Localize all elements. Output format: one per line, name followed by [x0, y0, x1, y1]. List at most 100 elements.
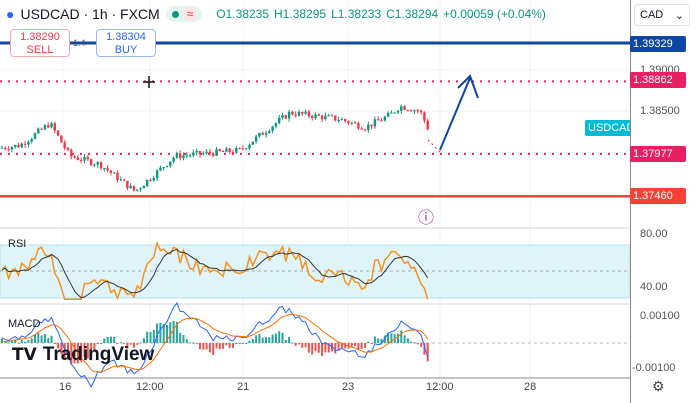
candle: [99, 162, 103, 169]
candle: [116, 172, 119, 181]
candle: [400, 106, 403, 111]
chevron-down-icon: ⌄: [674, 10, 684, 22]
macd-histogram-bar: [202, 343, 205, 350]
candle: [330, 115, 334, 117]
candle: [83, 156, 86, 161]
macd-histogram-bar: [86, 343, 89, 359]
candle: [40, 128, 43, 130]
macd-histogram-bar: [1, 338, 3, 343]
candle: [159, 167, 162, 171]
macd-histogram-bar: [321, 343, 324, 357]
candle: [320, 115, 324, 120]
market-status[interactable]: ≈: [165, 6, 203, 22]
macd-histogram-bar: [380, 338, 383, 343]
candle: [241, 148, 245, 150]
macd-histogram-bar: [364, 343, 366, 348]
macd-histogram-bar: [278, 331, 281, 343]
macd-histogram-bar: [406, 338, 409, 343]
candle: [231, 151, 235, 153]
candle: [357, 123, 360, 129]
candle: [360, 128, 363, 130]
candle: [109, 170, 113, 173]
macd-histogram-bar: [205, 343, 208, 350]
candle: [235, 148, 238, 153]
macd-histogram-bar: [182, 335, 185, 343]
spread: 1.4: [73, 38, 86, 48]
macd-histogram-bar: [195, 343, 198, 344]
candle: [132, 185, 136, 191]
macd-histogram-bar: [410, 341, 413, 343]
macd-histogram-bar: [265, 337, 267, 343]
candle: [66, 147, 70, 150]
macd-histogram-bar: [317, 343, 320, 353]
candle: [146, 179, 149, 186]
macd-histogram-bar: [357, 343, 360, 350]
candle: [314, 114, 317, 119]
macd-histogram-bar: [166, 324, 168, 343]
time-tick: 12:00: [426, 381, 454, 393]
macd-histogram-bar: [225, 343, 228, 346]
macd-histogram-bar: [301, 343, 304, 348]
macd-histogram-bar: [60, 343, 63, 355]
candle: [281, 115, 284, 119]
macd-label[interactable]: MACD: [8, 318, 41, 330]
rsi-tick: 80.00: [640, 228, 668, 240]
candle: [406, 109, 410, 111]
candle: [175, 153, 179, 158]
macd-histogram-bar: [255, 335, 258, 343]
macd-histogram-bar: [334, 343, 337, 354]
lightning-icon[interactable]: ⓘ: [418, 210, 435, 227]
macd-histogram-bar: [291, 342, 294, 344]
candle: [129, 185, 132, 189]
macd-histogram-bar: [304, 343, 307, 348]
candle: [403, 106, 406, 110]
macd-histogram-bar: [331, 343, 333, 352]
macd-histogram-bar: [212, 343, 215, 355]
macd-histogram-bar: [4, 341, 7, 343]
candle: [278, 118, 281, 124]
candle: [23, 143, 27, 145]
buy-button[interactable]: 1.38304 BUY: [96, 29, 156, 57]
macd-histogram-bar: [57, 343, 60, 349]
tradingview-logo[interactable]: 𝗧𝗩 TradingView: [12, 344, 155, 365]
macd-histogram-bar: [142, 338, 145, 343]
rsi-label[interactable]: RSI: [8, 238, 27, 250]
candle: [324, 115, 327, 120]
candle: [419, 110, 423, 113]
candle: [43, 125, 47, 130]
macd-histogram-bar: [327, 343, 330, 353]
macd-histogram-bar: [397, 333, 399, 343]
macd-histogram-bar: [232, 343, 234, 348]
candle: [93, 164, 96, 166]
macd-histogram-bar: [288, 336, 291, 343]
candle: [4, 147, 7, 149]
macd-histogram-bar: [307, 343, 310, 353]
candle: [70, 149, 73, 157]
macd-histogram-bar: [30, 338, 33, 343]
macd-histogram-bar: [80, 343, 83, 363]
candle: [33, 133, 37, 139]
candle: [274, 123, 278, 127]
time-tick: 23: [342, 381, 355, 393]
candle: [106, 168, 109, 171]
settings-icon[interactable]: ⚙: [652, 378, 665, 394]
chart-canvas[interactable]: [0, 0, 630, 403]
candle: [139, 188, 142, 190]
candle: [149, 179, 152, 181]
candle: [245, 148, 248, 150]
macd-histogram-bar: [208, 343, 211, 353]
macd-histogram-bar: [370, 343, 373, 344]
macd-histogram-bar: [387, 332, 390, 343]
crosshair-icon: [143, 76, 155, 88]
candle: [218, 149, 221, 151]
candle: [238, 148, 241, 150]
candle: [192, 152, 195, 156]
macd-histogram-bar: [109, 336, 112, 343]
candle: [334, 115, 337, 121]
macd-histogram-bar: [123, 342, 126, 344]
macd-histogram-bar: [179, 332, 182, 343]
currency-select[interactable]: CAD ⌄: [634, 4, 690, 26]
sell-button[interactable]: 1.38290 SELL: [10, 29, 70, 57]
candle: [350, 122, 353, 124]
symbol-title[interactable]: USDCAD · 1h · FXCM: [20, 6, 160, 22]
